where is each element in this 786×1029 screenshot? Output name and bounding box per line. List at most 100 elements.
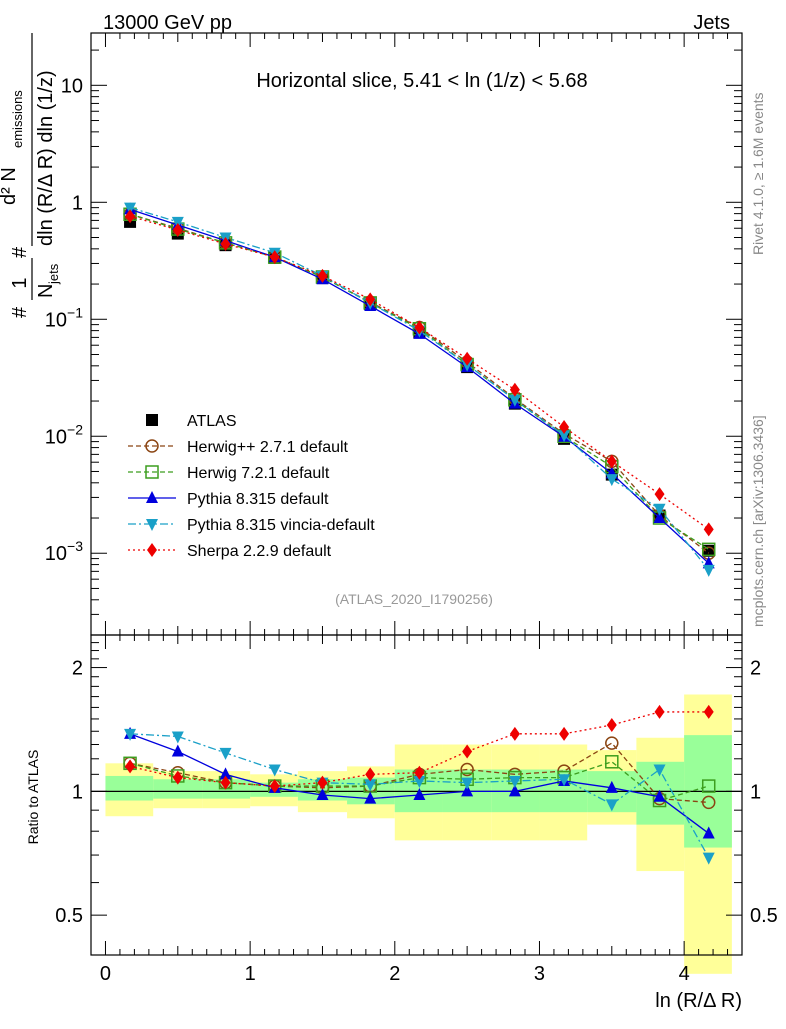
main-y-tick-label: 10−2 — [45, 421, 83, 448]
ratio-point — [605, 755, 619, 769]
ratio-point — [605, 780, 618, 793]
ratio-point — [365, 767, 376, 782]
ratio-series-4 — [125, 704, 714, 794]
ratio-point — [653, 764, 666, 777]
ratio-point — [605, 799, 618, 812]
main-point — [559, 419, 570, 434]
legend-label: Pythia 8.315 vincia-default — [187, 517, 375, 534]
ratio-point — [460, 762, 474, 777]
ratio-point — [653, 789, 666, 802]
rivet-label: Rivet 4.1.0, ≥ 1.6M events — [750, 92, 766, 255]
ylabel-top-denominator: dln (R/Δ R) dln (1/z) — [35, 70, 57, 246]
main-point — [606, 454, 617, 469]
legend-marker — [146, 491, 158, 503]
ylabel-hash-2: # — [9, 246, 31, 258]
x-tick-label: 1 — [245, 963, 256, 985]
main-point — [654, 487, 665, 502]
ratio-y-tick-label-left: 0.5 — [55, 905, 83, 927]
ratio-y-tick-label-left: 1 — [72, 781, 83, 803]
x-tick-label: 3 — [534, 963, 545, 985]
ratio-point — [605, 736, 619, 750]
ratio-point — [219, 747, 232, 760]
main-point — [703, 522, 714, 537]
main-point — [653, 503, 666, 516]
ratio-point — [701, 779, 716, 793]
legend-label: Herwig 7.2.1 default — [187, 465, 330, 482]
tick-exponent: −1 — [67, 304, 83, 320]
ratio-frame — [90, 634, 743, 956]
main-y-tick-label: 10−3 — [45, 538, 83, 565]
tick-base: 10 — [45, 543, 67, 565]
main-ylabel: # 1 N jets # d² N emissions dln (R/Δ R) … — [0, 33, 61, 318]
ratio-y-tick-label-right: 0.5 — [750, 905, 778, 927]
ratio-point — [317, 775, 328, 790]
ratio-point — [172, 770, 183, 785]
main-point — [317, 268, 328, 283]
legend-entry: Sherpa 2.2.9 default — [128, 543, 332, 560]
header-right: Jets — [693, 12, 730, 34]
legend-entry: Pythia 8.315 vincia-default — [128, 517, 375, 534]
ratio-point — [508, 775, 521, 788]
main-point — [125, 209, 136, 224]
ratio-point — [125, 759, 136, 774]
plot-title: Horizontal slice, 5.41 < ln (1/z) < 5.68 — [256, 70, 587, 92]
analysis-id: (ATLAS_2020_I1790256) — [335, 591, 493, 607]
main-point — [701, 542, 716, 557]
main-series-group — [123, 202, 716, 577]
main-point — [508, 394, 521, 407]
main-point — [269, 250, 280, 265]
legend-label: Herwig++ 2.7.1 default — [187, 439, 349, 456]
ratio-series-2 — [124, 726, 715, 839]
ratio-point — [462, 744, 473, 759]
legend-marker — [145, 465, 159, 479]
band-inner-bin — [153, 779, 203, 799]
main-point — [702, 564, 715, 577]
main-point — [558, 430, 571, 443]
ratio-point — [702, 852, 715, 865]
main-point — [414, 320, 425, 335]
ratio-point — [413, 787, 426, 800]
ratio-point — [171, 744, 184, 757]
ratio-point — [508, 784, 521, 797]
ratio-point — [219, 767, 232, 780]
main-y-tick-label: 10 — [61, 75, 83, 97]
tick-exponent: −2 — [67, 421, 83, 437]
legend-label: Pythia 8.315 default — [187, 491, 329, 508]
ratio-point — [654, 704, 665, 719]
ratio-point — [316, 787, 329, 800]
main-point — [171, 216, 184, 229]
x-tick-label: 0 — [100, 963, 111, 985]
x-tick-label: 4 — [679, 963, 690, 985]
tick-base: 10 — [61, 75, 83, 97]
ylabel-prefix-subscript: jets — [46, 263, 61, 285]
ratio-point — [171, 731, 184, 744]
legend-marker — [147, 543, 157, 557]
xlabel: ln (R/Δ R) — [655, 990, 742, 1012]
ratio-y-tick-label-left: 2 — [72, 658, 83, 680]
main-y-tick-label: 1 — [72, 192, 83, 214]
ratio-point — [558, 774, 571, 787]
ratio-point — [413, 775, 426, 788]
ratio-y-tick-label-right: 1 — [750, 781, 761, 803]
legend: ATLAS Herwig++ 2.7.1 default Herwig 7.2.1 … — [128, 413, 375, 560]
legend-label: Sherpa 2.2.9 default — [187, 543, 332, 560]
ratio-series-group — [123, 704, 716, 865]
ratio-point — [606, 717, 617, 732]
ratio-point — [703, 704, 714, 719]
tick-base: 10 — [45, 426, 67, 448]
legend-entry: Herwig 7.2.1 default — [128, 465, 330, 482]
band-inner-bin — [105, 775, 154, 801]
main-point — [653, 511, 666, 524]
ratio-point — [364, 791, 377, 804]
main-point — [605, 474, 618, 487]
legend-label: ATLAS — [187, 413, 237, 430]
ylabel-hash-1: # — [9, 306, 31, 318]
ylabel-top-subscript: emissions — [10, 90, 25, 148]
legend-marker — [146, 519, 158, 531]
ylabel-prefix-numerator: 1 — [9, 277, 31, 288]
main-point — [124, 202, 137, 215]
header-left: 13000 GeV pp — [103, 12, 232, 34]
legend-marker — [145, 439, 159, 453]
ratio-point — [701, 795, 716, 810]
